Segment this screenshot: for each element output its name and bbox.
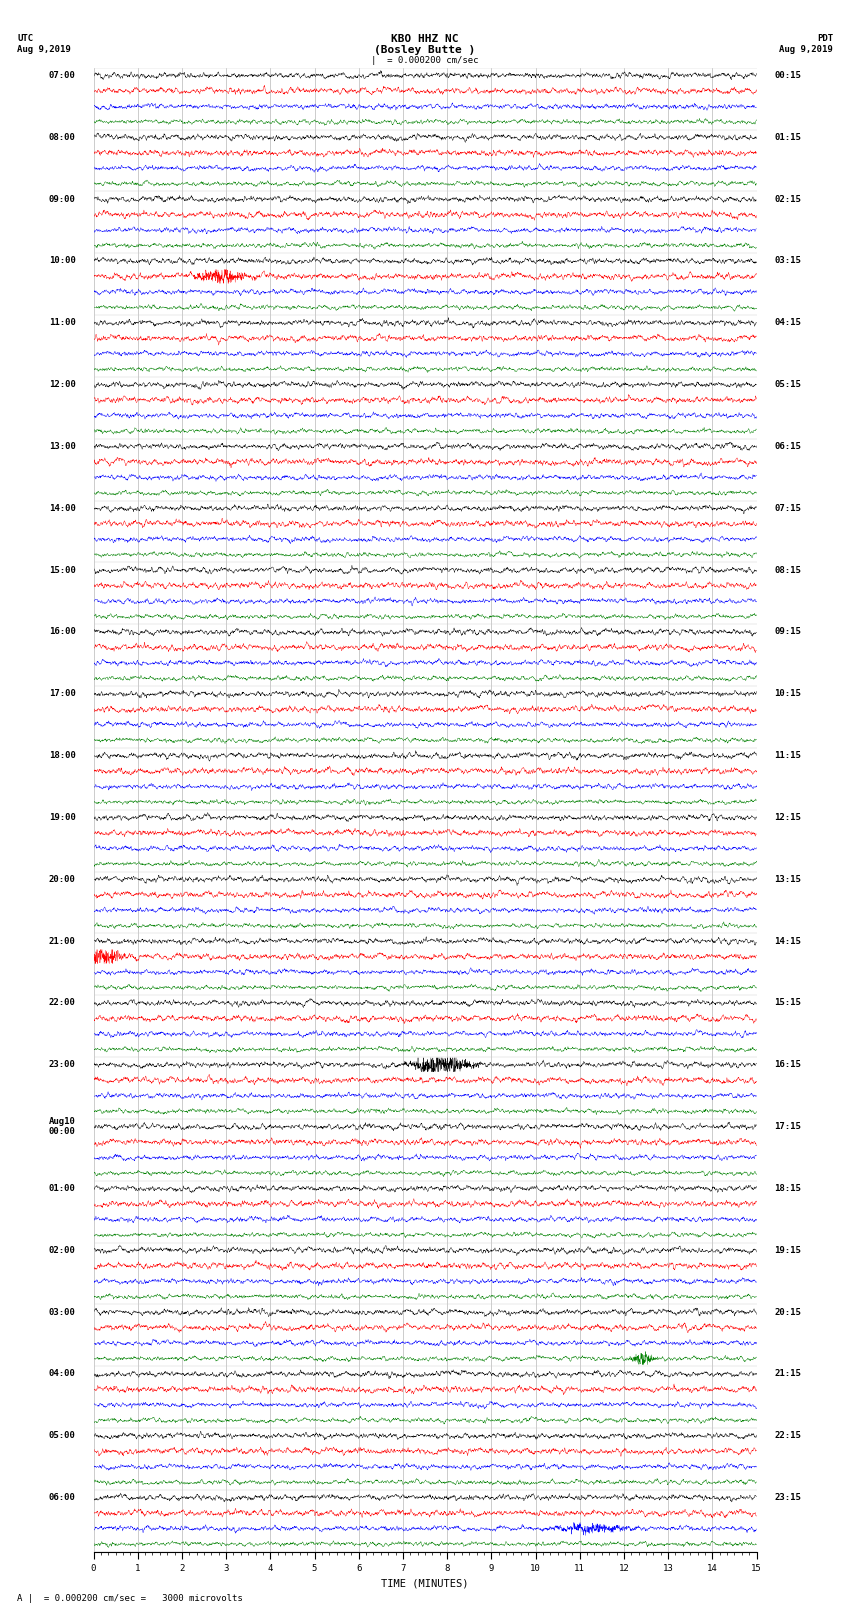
- Text: 04:00: 04:00: [49, 1369, 76, 1379]
- Text: 09:15: 09:15: [774, 627, 801, 637]
- Text: 14:00: 14:00: [49, 503, 76, 513]
- Text: 15:15: 15:15: [774, 998, 801, 1008]
- Text: 02:15: 02:15: [774, 195, 801, 203]
- Text: 12:15: 12:15: [774, 813, 801, 823]
- Text: 13:15: 13:15: [774, 874, 801, 884]
- Text: 06:15: 06:15: [774, 442, 801, 452]
- X-axis label: TIME (MINUTES): TIME (MINUTES): [382, 1578, 468, 1589]
- Text: 05:00: 05:00: [49, 1431, 76, 1440]
- Text: 16:00: 16:00: [49, 627, 76, 637]
- Text: 13:00: 13:00: [49, 442, 76, 452]
- Text: Aug 9,2019: Aug 9,2019: [17, 45, 71, 55]
- Text: 07:00: 07:00: [49, 71, 76, 81]
- Text: 17:15: 17:15: [774, 1123, 801, 1131]
- Text: 00:15: 00:15: [774, 71, 801, 81]
- Text: 22:00: 22:00: [49, 998, 76, 1008]
- Text: 21:00: 21:00: [49, 937, 76, 945]
- Text: 01:15: 01:15: [774, 132, 801, 142]
- Text: 11:00: 11:00: [49, 318, 76, 327]
- Text: 01:00: 01:00: [49, 1184, 76, 1194]
- Text: 16:15: 16:15: [774, 1060, 801, 1069]
- Text: 15:00: 15:00: [49, 566, 76, 574]
- Text: (Bosley Butte ): (Bosley Butte ): [374, 45, 476, 55]
- Text: 02:00: 02:00: [49, 1245, 76, 1255]
- Text: 04:15: 04:15: [774, 318, 801, 327]
- Text: 18:15: 18:15: [774, 1184, 801, 1194]
- Text: Aug10
00:00: Aug10 00:00: [49, 1116, 76, 1136]
- Text: 12:00: 12:00: [49, 381, 76, 389]
- Text: 19:15: 19:15: [774, 1245, 801, 1255]
- Text: 18:00: 18:00: [49, 752, 76, 760]
- Text: 07:15: 07:15: [774, 503, 801, 513]
- Text: 19:00: 19:00: [49, 813, 76, 823]
- Text: PDT: PDT: [817, 34, 833, 44]
- Text: 23:00: 23:00: [49, 1060, 76, 1069]
- Text: 09:00: 09:00: [49, 195, 76, 203]
- Text: 03:15: 03:15: [774, 256, 801, 266]
- Text: 20:15: 20:15: [774, 1308, 801, 1316]
- Text: Aug 9,2019: Aug 9,2019: [779, 45, 833, 55]
- Text: KBO HHZ NC: KBO HHZ NC: [391, 34, 459, 44]
- Text: 11:15: 11:15: [774, 752, 801, 760]
- Text: 10:15: 10:15: [774, 689, 801, 698]
- Text: 08:15: 08:15: [774, 566, 801, 574]
- Text: A |  = 0.000200 cm/sec =   3000 microvolts: A | = 0.000200 cm/sec = 3000 microvolts: [17, 1594, 243, 1603]
- Text: 22:15: 22:15: [774, 1431, 801, 1440]
- Text: 14:15: 14:15: [774, 937, 801, 945]
- Text: 20:00: 20:00: [49, 874, 76, 884]
- Text: 17:00: 17:00: [49, 689, 76, 698]
- Text: 06:00: 06:00: [49, 1494, 76, 1502]
- Text: 10:00: 10:00: [49, 256, 76, 266]
- Text: UTC: UTC: [17, 34, 33, 44]
- Text: 05:15: 05:15: [774, 381, 801, 389]
- Text: 23:15: 23:15: [774, 1494, 801, 1502]
- Text: |  = 0.000200 cm/sec: | = 0.000200 cm/sec: [371, 56, 479, 66]
- Text: 21:15: 21:15: [774, 1369, 801, 1379]
- Text: 03:00: 03:00: [49, 1308, 76, 1316]
- Text: 08:00: 08:00: [49, 132, 76, 142]
